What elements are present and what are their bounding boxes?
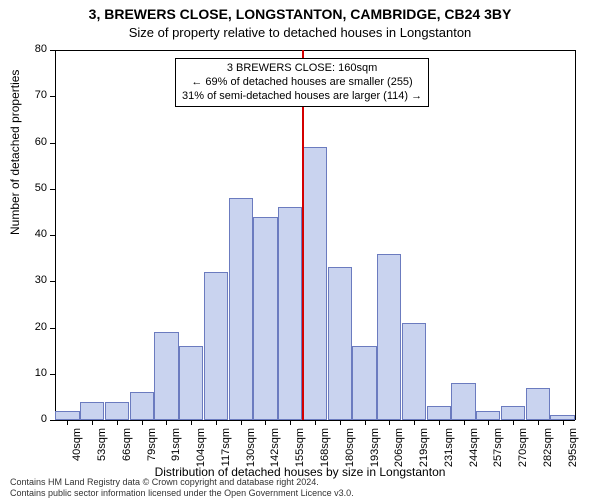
- y-tick-label: 10: [17, 367, 47, 379]
- y-tick-label: 30: [17, 274, 47, 286]
- y-tick-label: 0: [17, 413, 47, 425]
- y-tick-label: 40: [17, 228, 47, 240]
- histogram-bar: [154, 332, 178, 420]
- histogram-bar: [204, 272, 228, 420]
- histogram-bar: [105, 402, 129, 421]
- y-tick-label: 20: [17, 321, 47, 333]
- histogram-bar: [55, 411, 79, 420]
- histogram-bar: [451, 383, 475, 420]
- attribution-footer: Contains HM Land Registry data © Crown c…: [10, 477, 354, 498]
- histogram-bar: [352, 346, 376, 420]
- histogram-bar: [278, 207, 302, 420]
- footer-line2: Contains public sector information licen…: [10, 488, 354, 498]
- histogram-bar: [229, 198, 253, 420]
- y-tick-label: 50: [17, 182, 47, 194]
- histogram-bar: [476, 411, 500, 420]
- histogram-bar: [427, 406, 451, 420]
- y-tick-label: 60: [17, 136, 47, 148]
- histogram-bar: [179, 346, 203, 420]
- histogram-bar: [377, 254, 401, 421]
- page-title-line2: Size of property relative to detached ho…: [0, 25, 600, 40]
- histogram-bar: [328, 267, 352, 420]
- page-title-line1: 3, BREWERS CLOSE, LONGSTANTON, CAMBRIDGE…: [0, 6, 600, 22]
- histogram-bar: [130, 392, 154, 420]
- annotation-box: 3 BREWERS CLOSE: 160sqm← 69% of detached…: [175, 58, 429, 107]
- annotation-line: 31% of semi-detached houses are larger (…: [182, 90, 422, 104]
- histogram-bar: [402, 323, 426, 420]
- histogram-bar: [501, 406, 525, 420]
- chart-plot-area: 0102030405060708040sqm53sqm66sqm79sqm91s…: [55, 50, 575, 420]
- histogram-bar: [80, 402, 104, 421]
- histogram-bar: [253, 217, 277, 421]
- y-tick-label: 80: [17, 43, 47, 55]
- histogram-bar: [303, 147, 327, 420]
- histogram-bar: [526, 388, 550, 420]
- footer-line1: Contains HM Land Registry data © Crown c…: [10, 477, 354, 487]
- annotation-line: 3 BREWERS CLOSE: 160sqm: [182, 62, 422, 76]
- y-tick-label: 70: [17, 89, 47, 101]
- annotation-line: ← 69% of detached houses are smaller (25…: [182, 76, 422, 90]
